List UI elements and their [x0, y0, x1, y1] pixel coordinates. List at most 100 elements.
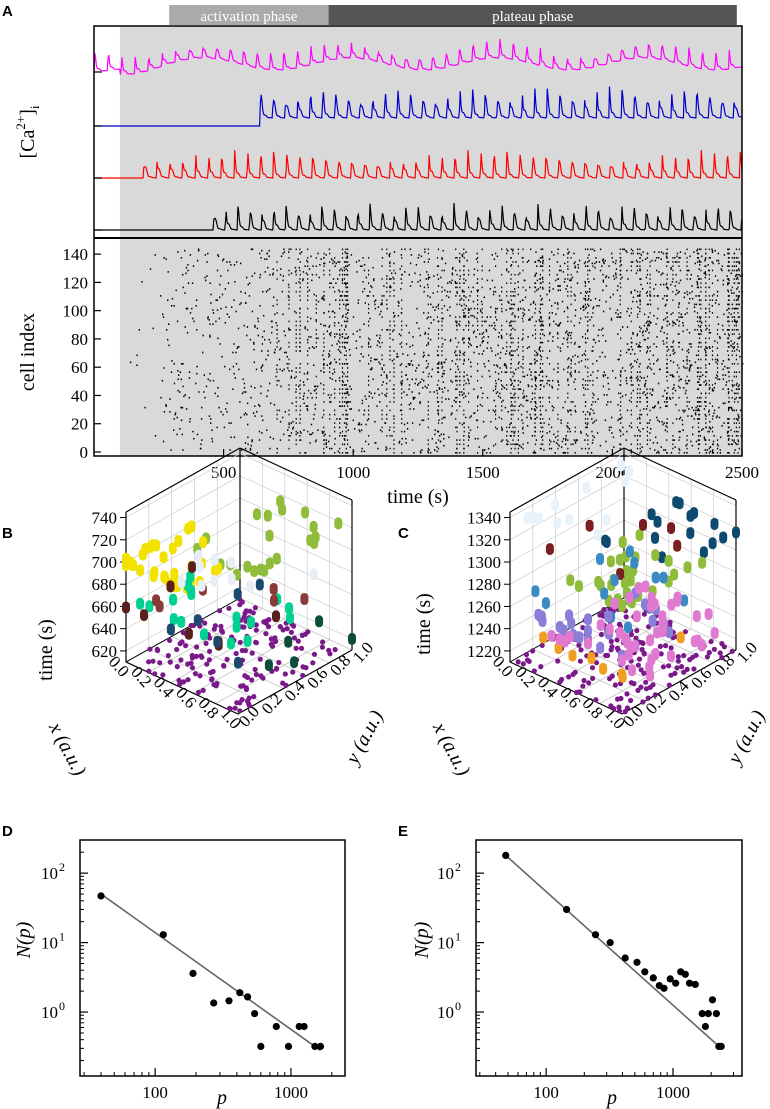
- raster-event: [697, 439, 700, 441]
- raster-event: [639, 396, 641, 399]
- raster-event: [339, 405, 341, 407]
- raster-event: [379, 346, 381, 348]
- ztick-label: 1240: [467, 620, 501, 639]
- raster-event: [347, 295, 349, 297]
- raster-event: [657, 419, 659, 422]
- raster-event: [526, 411, 528, 413]
- raster-event: [405, 437, 407, 440]
- raster-event: [211, 440, 214, 443]
- raster-event: [642, 392, 644, 395]
- raster-event: [636, 261, 639, 263]
- raster-event: [299, 379, 301, 382]
- raster-event: [500, 440, 503, 443]
- raster-event: [303, 429, 305, 431]
- raster-event: [705, 358, 707, 361]
- raster-event: [236, 261, 238, 263]
- raster-event: [639, 269, 641, 272]
- raster-event: [620, 435, 622, 437]
- raster-event: [343, 282, 346, 284]
- raster-event: [368, 379, 370, 382]
- floor-cell-dot: [260, 675, 266, 681]
- raster-event: [653, 343, 655, 345]
- raster-event: [598, 299, 601, 301]
- raster-event: [733, 265, 735, 267]
- raster-event: [408, 403, 411, 406]
- raster-event: [472, 300, 475, 303]
- raster-event: [705, 392, 707, 395]
- raster-event: [712, 452, 715, 454]
- raster-event: [522, 314, 525, 317]
- raster-event: [705, 364, 707, 366]
- raster-event: [574, 299, 576, 301]
- raster-event: [339, 388, 341, 390]
- raster-event: [730, 272, 732, 275]
- raster-event: [409, 363, 411, 365]
- panel-a-frame: [93, 25, 743, 457]
- raster-event: [400, 381, 402, 383]
- raster-event: [393, 329, 395, 331]
- raster-event: [570, 360, 573, 362]
- raster-event: [456, 443, 458, 446]
- raster-event: [538, 347, 541, 349]
- raster-event: [361, 346, 363, 348]
- raster-event: [304, 327, 306, 330]
- raster-event: [620, 264, 623, 266]
- raster-event: [531, 316, 533, 318]
- raster-event: [341, 435, 344, 437]
- raster-event: [620, 312, 622, 314]
- raster-event: [339, 333, 341, 335]
- raster-event: [711, 346, 714, 348]
- raster-event: [697, 388, 700, 390]
- raster-event: [645, 396, 648, 399]
- raster-event: [423, 354, 425, 357]
- raster-event: [558, 444, 560, 447]
- raster-event: [359, 329, 361, 331]
- raster-event: [437, 413, 440, 416]
- raster-event: [493, 399, 495, 402]
- raster-event: [727, 307, 730, 310]
- floor-cell-dot: [246, 695, 252, 701]
- raster-event: [386, 405, 388, 407]
- raster-event: [604, 419, 607, 422]
- raster-event: [644, 394, 647, 396]
- raster-event: [304, 452, 306, 454]
- raster-event: [686, 312, 688, 314]
- ytick-label: 40: [71, 386, 88, 405]
- raster-event: [622, 433, 624, 436]
- raster-event: [697, 409, 700, 412]
- raster-event: [542, 269, 544, 272]
- raster-event: [314, 440, 317, 443]
- raster-event: [567, 358, 569, 361]
- raster-event: [455, 282, 457, 284]
- wall-grid-line: [509, 519, 625, 585]
- raster-event: [502, 399, 504, 402]
- raster-event: [715, 361, 717, 364]
- raster-event: [672, 348, 675, 351]
- raster-event: [701, 255, 703, 258]
- raster-event: [584, 333, 587, 335]
- raster-event: [534, 303, 537, 306]
- floor-cell-dot: [202, 620, 208, 626]
- raster-event: [441, 350, 443, 352]
- raster-event: [517, 363, 519, 365]
- raster-event: [542, 259, 544, 262]
- raster-event: [737, 435, 739, 437]
- wall-grid-line: [509, 564, 625, 629]
- floor-cell-dot: [645, 695, 651, 701]
- cluster-event: [334, 517, 343, 530]
- raster-event: [526, 347, 529, 349]
- raster-event: [334, 312, 336, 314]
- raster-event: [442, 416, 445, 419]
- raster-event: [708, 337, 710, 340]
- floor-cell-dot: [566, 674, 572, 680]
- raster-event: [325, 446, 328, 448]
- raster-event: [678, 316, 680, 318]
- floor-cell-dot: [641, 650, 647, 656]
- raster-event: [638, 365, 640, 368]
- raster-event: [389, 252, 391, 255]
- raster-event: [346, 391, 348, 393]
- raster-event: [401, 413, 403, 416]
- raster-event: [288, 299, 290, 301]
- raster-event: [539, 371, 541, 373]
- raster-event: [344, 347, 346, 349]
